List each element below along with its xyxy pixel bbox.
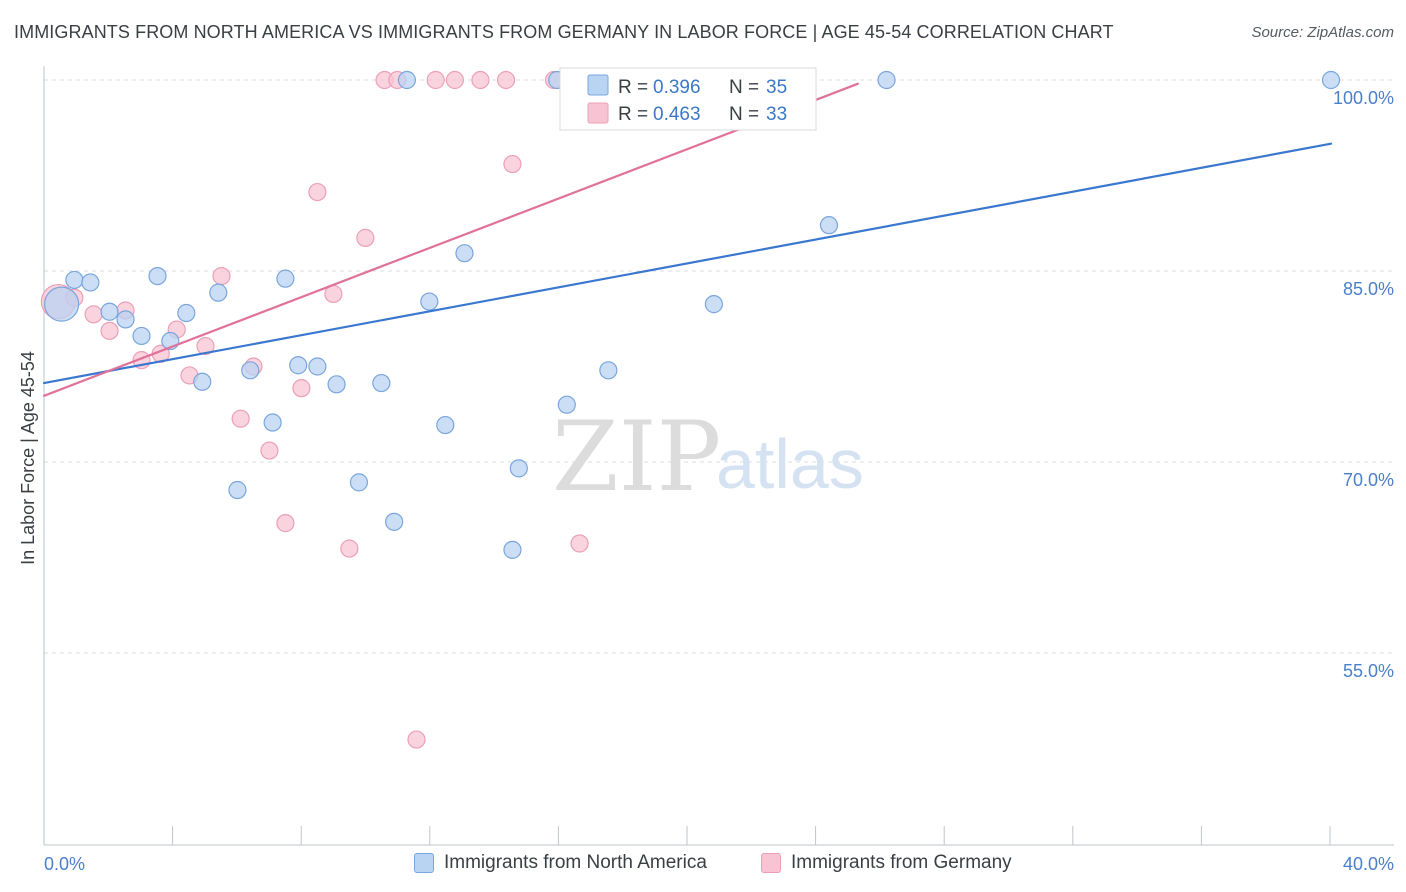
- point-germany: [407, 730, 426, 749]
- point-germany: [426, 70, 445, 90]
- point-north-america: [372, 373, 391, 393]
- series-legend: Immigrants from North America Immigrants…: [0, 852, 1406, 878]
- point-north-america: [116, 310, 135, 329]
- point-germany: [212, 266, 231, 286]
- point-north-america: [557, 395, 576, 414]
- point-north-america: [276, 269, 295, 288]
- point-north-america: [385, 512, 404, 531]
- point-germany: [260, 441, 279, 460]
- watermark-zip: ZIP: [552, 401, 721, 513]
- point-north-america: [241, 361, 260, 380]
- trend-lines: [42, 82, 1333, 397]
- source-credit: Source: ZipAtlas.com: [1251, 24, 1394, 41]
- point-north-america: [819, 216, 839, 235]
- legend-r-value-pink: 0.463: [653, 104, 701, 125]
- point-north-america: [349, 473, 369, 492]
- point-germany: [471, 70, 490, 90]
- point-germany: [84, 305, 103, 324]
- legend-swatch-north-america: [414, 853, 434, 873]
- chart-title: IMMIGRANTS FROM NORTH AMERICA VS IMMIGRA…: [14, 22, 1114, 42]
- point-germany: [445, 70, 464, 90]
- legend-item-germany: Immigrants from Germany: [761, 852, 1012, 874]
- point-north-america: [228, 480, 247, 500]
- point-germany: [503, 154, 522, 174]
- y-tick-label: 70.0%: [1343, 470, 1394, 490]
- point-north-america: [308, 357, 327, 376]
- point-north-america: [436, 415, 455, 435]
- trend-line-germany: [42, 82, 859, 397]
- point-germany: [356, 228, 375, 247]
- legend-n-value-pink: 33: [766, 104, 787, 125]
- point-north-america: [65, 270, 84, 290]
- y-tick-label: 85.0%: [1343, 279, 1394, 299]
- legend-n-value-blue: 35: [766, 77, 787, 98]
- point-germany: [308, 182, 327, 202]
- legend-swatch-blue: [587, 74, 609, 96]
- x-tick-label-max: 40.0%: [1343, 854, 1394, 874]
- point-germany: [100, 321, 119, 340]
- point-north-america: [877, 70, 896, 90]
- point-north-america: [397, 70, 417, 90]
- x-tick-label-min: 0.0%: [44, 854, 85, 874]
- point-north-america: [1321, 70, 1341, 90]
- point-north-america: [420, 292, 439, 311]
- legend-r-value-blue: 0.396: [653, 77, 701, 98]
- y-tick-labels: 100.0% 85.0% 70.0% 55.0%: [1333, 88, 1394, 681]
- point-germany: [292, 379, 311, 398]
- axes: [43, 66, 1394, 846]
- point-germany: [196, 337, 215, 356]
- point-north-america: [704, 295, 723, 314]
- point-north-america: [209, 283, 228, 302]
- point-north-america: [148, 266, 167, 286]
- point-north-america: [599, 361, 618, 380]
- legend-n-label-blue: N =: [729, 77, 759, 98]
- x-tick-marks: [43, 826, 1331, 845]
- point-north-america: [177, 303, 196, 323]
- legend-label-north-america: Immigrants from North America: [444, 852, 707, 873]
- point-germany: [276, 514, 295, 533]
- point-north-america: [193, 372, 212, 391]
- watermark: ZIP atlas: [552, 401, 864, 513]
- stats-legend: R = 0.396 N = 35 R = 0.463 N = 33: [559, 67, 817, 131]
- legend-item-north-america: Immigrants from North America: [414, 852, 707, 874]
- point-north-america: [132, 326, 151, 346]
- point-north-america: [327, 375, 346, 394]
- point-north-america: [455, 244, 474, 263]
- point-north-america: [81, 273, 100, 292]
- point-germany: [231, 409, 250, 428]
- legend-r-label-blue: R =: [618, 77, 648, 98]
- y-axis-label: In Labor Force | Age 45-54: [18, 351, 38, 565]
- legend-swatch-germany: [761, 853, 781, 873]
- legend-label-germany: Immigrants from Germany: [791, 852, 1012, 873]
- point-germany: [570, 534, 589, 553]
- trend-line-north-america: [42, 142, 1333, 385]
- point-germany: [340, 539, 359, 558]
- point-germany: [496, 70, 516, 90]
- y-tick-label: 55.0%: [1343, 661, 1394, 681]
- point-north-america: [509, 459, 528, 478]
- point-north-america: [289, 356, 308, 375]
- point-north-america: [100, 302, 119, 321]
- watermark-atlas: atlas: [716, 425, 864, 503]
- point-north-america: [43, 286, 80, 322]
- legend-n-label-pink: N =: [729, 104, 759, 125]
- point-north-america: [503, 540, 522, 559]
- y-tick-label: 100.0%: [1333, 88, 1394, 108]
- point-north-america: [263, 413, 282, 432]
- legend-r-label-pink: R =: [618, 104, 648, 125]
- legend-swatch-pink: [587, 102, 609, 124]
